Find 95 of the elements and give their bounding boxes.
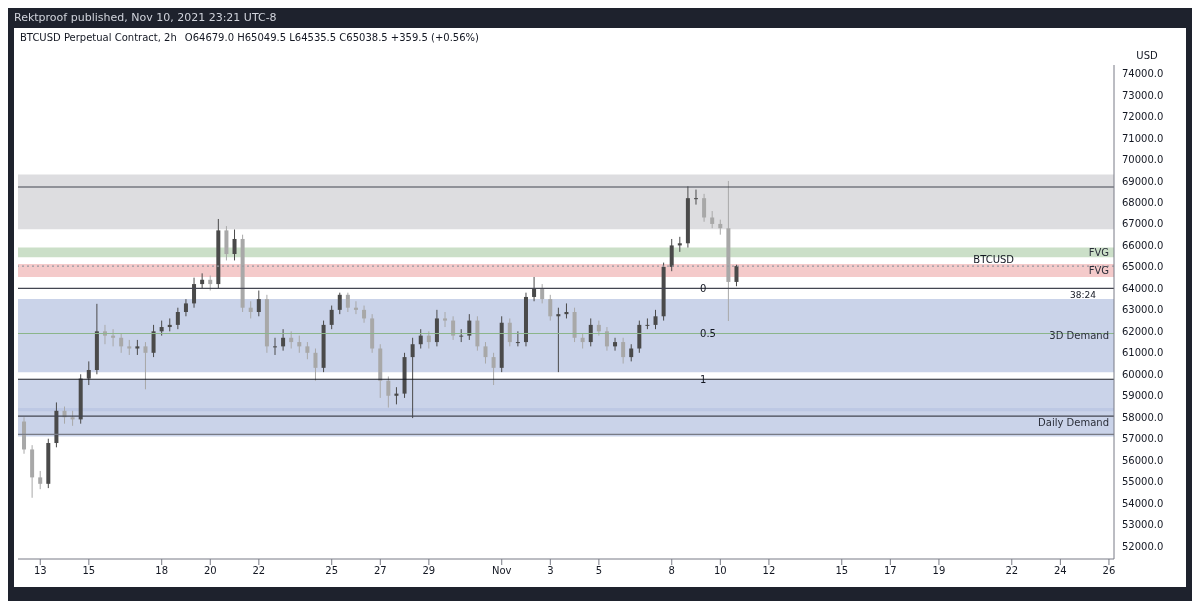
- y-tick-label: 74000.0: [1122, 68, 1164, 80]
- y-tick-label: 72000.0: [1122, 111, 1164, 123]
- candlestick: [224, 225, 229, 261]
- x-tick-label: 12: [762, 565, 776, 577]
- y-tick-label: 59000.0: [1122, 390, 1164, 402]
- ref-line-label: BTCUSD: [973, 254, 1015, 266]
- x-tick-label: 13: [33, 565, 47, 577]
- y-tick-label: 67000.0: [1122, 218, 1164, 230]
- candlestick: [313, 348, 318, 382]
- y-tick-label: 61000.0: [1122, 347, 1164, 359]
- candlestick: [143, 341, 148, 390]
- candlestick: [337, 292, 342, 315]
- candlestick: [281, 328, 286, 352]
- candlestick: [507, 317, 512, 347]
- candlestick: [645, 317, 650, 330]
- candlestick: [548, 294, 553, 322]
- band-label: 3D Demand: [1049, 330, 1109, 342]
- x-tick-label: 15: [82, 565, 96, 577]
- candlestick: [232, 229, 237, 261]
- candlestick: [693, 189, 698, 206]
- y-tick-label: 64000.0: [1122, 282, 1164, 294]
- candlestick: [86, 360, 91, 386]
- candlestick: [183, 298, 188, 317]
- y-tick-label: 58000.0: [1122, 411, 1164, 423]
- candlestick: [151, 324, 156, 358]
- candlestick: [386, 375, 391, 409]
- candlestick: [329, 305, 334, 330]
- y-tick-label: 71000.0: [1122, 132, 1164, 144]
- x-tick-label: 8: [668, 565, 675, 577]
- candlestick: [734, 264, 739, 287]
- candlestick: [702, 193, 707, 223]
- x-tick-label: 10: [713, 565, 727, 577]
- y-tick-label: 55000.0: [1122, 476, 1164, 488]
- x-tick-label: 15: [835, 565, 849, 577]
- y-tick-label: 52000.0: [1122, 540, 1164, 552]
- y-tick-label: 70000.0: [1122, 154, 1164, 166]
- x-tick-label: 20: [203, 565, 217, 577]
- y-tick-label: 73000.0: [1122, 89, 1164, 101]
- candlestick: [418, 328, 423, 350]
- candlestick: [653, 309, 658, 330]
- x-tick-label: 19: [932, 565, 946, 577]
- annotation: 1: [700, 374, 707, 386]
- y-tick-label: 54000.0: [1122, 497, 1164, 509]
- x-tick-label: 17: [883, 565, 897, 577]
- x-tick-label: 26: [1102, 565, 1116, 577]
- text: Rektproof published, Nov 10, 2021 23:21 UTC-8: [13, 10, 278, 26]
- candlestick: [362, 305, 367, 324]
- candlestick: [273, 337, 277, 356]
- candlestick: [637, 320, 642, 354]
- candlestick: [175, 307, 180, 330]
- candlestick: [515, 330, 520, 347]
- x-tick-label: 5: [595, 565, 603, 577]
- y-tick-label: 69000.0: [1122, 175, 1164, 187]
- chart-title: BTCUSD Perpetual Contract, 2h: [20, 32, 177, 43]
- annotation: 0.5: [700, 328, 716, 340]
- x-tick-label: 3: [547, 565, 554, 577]
- x-tick-label: 22: [252, 565, 266, 577]
- y-tick-label: 53000.0: [1122, 519, 1164, 531]
- candlestick: [588, 317, 593, 347]
- x-tick-label: 29: [422, 565, 436, 577]
- candlestick: [491, 352, 496, 386]
- band-label: FVG: [1088, 246, 1109, 258]
- candlestick: [467, 313, 472, 341]
- candlestick: [119, 332, 124, 354]
- candlestick: [669, 238, 674, 272]
- annotation: 38:24: [1070, 290, 1096, 300]
- y-tick-label: 63000.0: [1122, 304, 1164, 316]
- candlestick: [621, 337, 626, 365]
- candlestick: [451, 315, 456, 341]
- candlestick: [345, 292, 350, 313]
- chart-subtitle: O64679.0 H65049.5 L64535.5 C65038.5 +359.5 (+0.56%): [184, 32, 479, 43]
- y-axis-title: USD: [1136, 50, 1158, 61]
- candlestick: [540, 283, 545, 304]
- x-tick-label: 25: [325, 565, 339, 577]
- x-tick-label: 24: [1054, 565, 1067, 577]
- y-tick-label: 65000.0: [1122, 261, 1164, 273]
- candlestick: [256, 290, 261, 317]
- x-tick-label: 27: [373, 565, 387, 577]
- y-tick-label: 68000.0: [1122, 197, 1164, 209]
- band-label: FVG: [1088, 265, 1109, 277]
- x-tick-label: 22: [1005, 565, 1019, 577]
- candlestick: [613, 337, 618, 352]
- x-tick-label: Nov: [491, 565, 512, 577]
- y-tick-label: 62000.0: [1122, 325, 1164, 337]
- candlestick: [434, 309, 439, 347]
- candlestick: [604, 326, 609, 352]
- candlestick: [483, 341, 488, 365]
- band-label: Daily Demand: [1038, 416, 1109, 428]
- y-tick-label: 57000.0: [1122, 433, 1164, 445]
- candlestick: [38, 470, 43, 490]
- candlestick: [443, 311, 448, 328]
- y-tick-label: 56000.0: [1122, 454, 1164, 466]
- y-tick-label: 60000.0: [1122, 368, 1164, 380]
- y-tick-label: 66000.0: [1122, 239, 1164, 251]
- x-tick-label: 18: [155, 565, 169, 577]
